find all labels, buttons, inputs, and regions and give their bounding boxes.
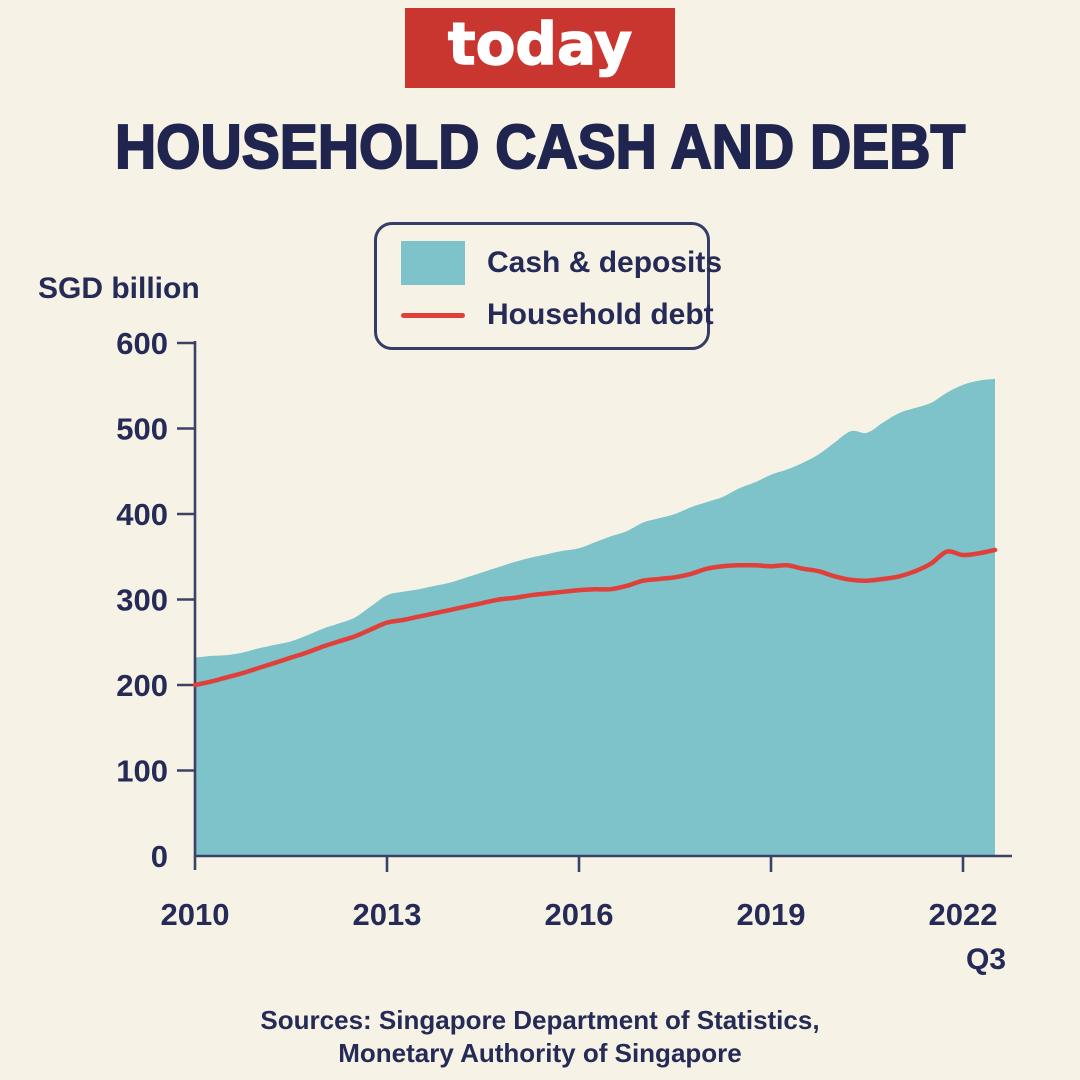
legend-swatch-cash-area — [401, 241, 465, 285]
cash-deposits-area — [195, 378, 995, 856]
legend-item-debt: Household debt — [401, 293, 714, 337]
y-tick-label: 200 — [116, 668, 168, 703]
y-tick-label: 600 — [116, 326, 168, 361]
y-axis-unit-label: SGD billion — [38, 272, 200, 305]
title-wrap: HOUSEHOLD CASH AND DEBT — [0, 112, 1080, 183]
x-tick-label: 2016 — [545, 897, 614, 932]
y-tick-label: 500 — [116, 412, 168, 447]
x-tick-label: 2010 — [161, 897, 230, 932]
y-tick-label: 400 — [116, 497, 168, 532]
legend: Cash & deposits Household debt — [374, 222, 722, 350]
sources-line-2: Monetary Authority of Singapore — [338, 1038, 742, 1068]
sources-note: Sources: Singapore Department of Statist… — [0, 1004, 1080, 1070]
page-title: HOUSEHOLD CASH AND DEBT — [114, 112, 966, 183]
legend-label-cash: Cash & deposits — [487, 246, 723, 279]
y-tick-label: 0 — [151, 839, 168, 874]
x-tick-label: 2013 — [353, 897, 422, 932]
logo-text: today — [447, 9, 633, 78]
x-tick-label: 2019 — [737, 897, 806, 932]
household-debt-line — [192, 547, 998, 688]
x-axis-quarter-label: Q3 — [966, 943, 1006, 976]
sources-line-1: Sources: Singapore Department of Statist… — [260, 1005, 820, 1035]
today-logo: today — [405, 8, 675, 88]
legend-item-cash: Cash & deposits — [401, 241, 722, 285]
y-tick-label: 300 — [116, 583, 168, 618]
x-tick-label: 2022 — [929, 897, 998, 932]
legend-swatch-debt-line — [401, 312, 465, 318]
legend-label-debt: Household debt — [487, 298, 714, 331]
y-tick-label: 100 — [116, 754, 168, 789]
